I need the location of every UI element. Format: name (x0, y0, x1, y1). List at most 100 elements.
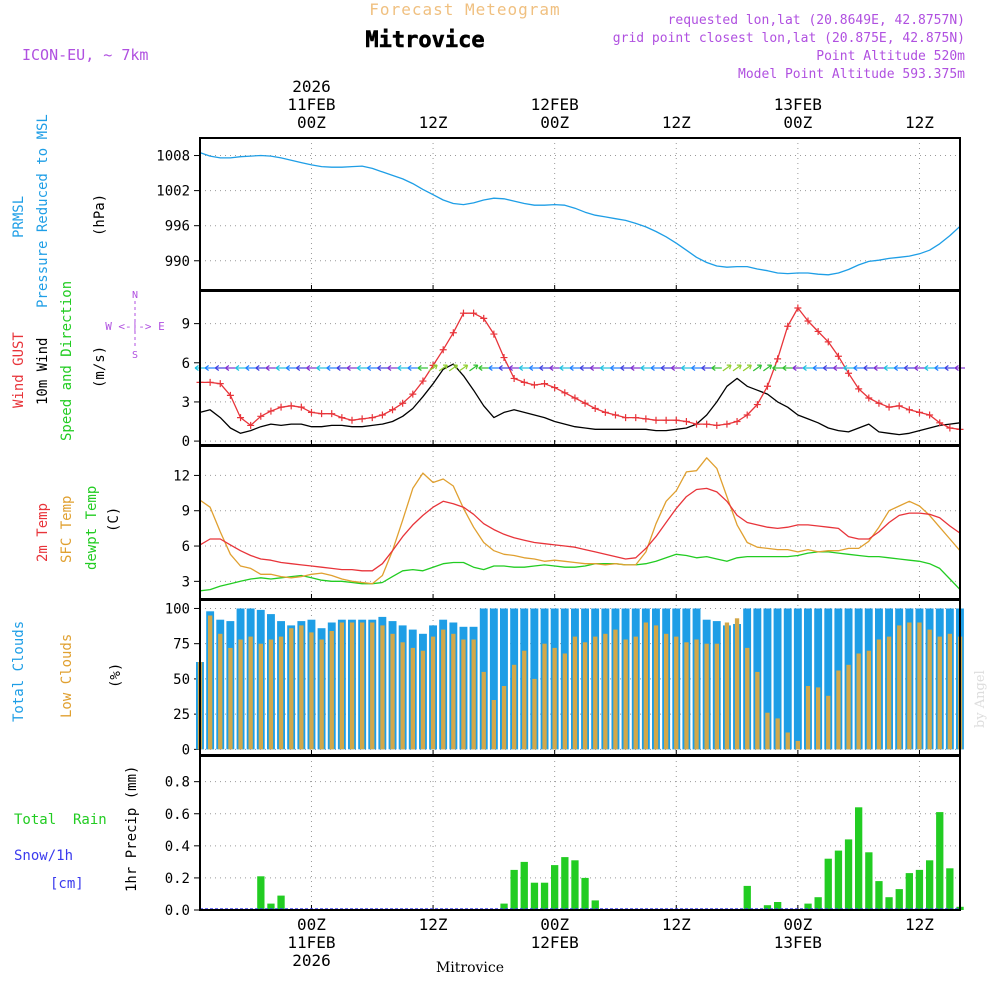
footer-station: Mitrovice (436, 960, 504, 976)
wind-direction-arrow (742, 364, 752, 372)
wind-arrow-head (863, 365, 868, 371)
wind-direction-arrow (529, 365, 540, 371)
gust-marker (287, 402, 295, 410)
bottom-time-label: 12Z (905, 915, 934, 934)
wind-arrow-shaft (742, 364, 752, 372)
low-cloud-bar (846, 664, 851, 750)
wind-direction-arrow (306, 365, 317, 371)
low-cloud-bar (349, 622, 355, 750)
gust-marker (277, 403, 285, 411)
gust-marker (358, 415, 366, 423)
wind-arrow-head (610, 365, 615, 371)
clouds-ytick-label: 75 (173, 637, 190, 653)
gust-marker (682, 418, 690, 426)
gust-marker (946, 424, 954, 432)
wind-unit: (m/s) (92, 346, 108, 388)
low-cloud-bar (228, 647, 233, 750)
wind-arrow-head (346, 365, 351, 371)
rain-bar (804, 903, 812, 910)
gust-line (200, 307, 961, 430)
rain-bar (905, 873, 913, 910)
wind-direction-arrow (640, 365, 651, 371)
wind-arrow-head (377, 365, 382, 371)
wind-arrow-head (746, 364, 752, 370)
wind-direction-arrow (214, 365, 226, 371)
gust-marker (307, 408, 315, 416)
wind-direction-arrow (549, 365, 560, 371)
wind-arrow-head (802, 365, 807, 371)
low-cloud-bar (289, 628, 294, 750)
rain-bar (581, 877, 589, 910)
low-cloud-bar (329, 631, 334, 750)
page-title: Mitrovice (365, 28, 484, 53)
wind-direction-arrow (893, 365, 905, 371)
wind-arrow-shaft (469, 364, 479, 372)
rain-bar (844, 839, 853, 910)
gust-marker (936, 419, 944, 427)
wind-ytick-label: 0 (182, 434, 190, 450)
wind-direction-arrow (275, 365, 287, 371)
wind-direction-arrow (326, 365, 337, 371)
wind-arrow-head (893, 365, 899, 371)
gust-marker (905, 406, 913, 414)
wind-arrow-head (757, 364, 762, 370)
wind-arrow-head (194, 365, 199, 371)
low-cloud-bar (430, 636, 436, 750)
wind-arrow-head (265, 365, 270, 371)
gust-marker (389, 406, 397, 414)
temp-ytick-label: 9 (182, 504, 190, 520)
gust-marker (328, 410, 336, 418)
gust-marker (459, 309, 467, 317)
wind-arrow-head (214, 365, 220, 371)
wind-arrow-head (843, 365, 848, 371)
sfc-label: SFC Temp (59, 496, 75, 563)
rain-label: Total Rain (14, 812, 107, 828)
low-cloud-bar (643, 622, 648, 750)
low-cloud-bar (339, 622, 344, 750)
total-cloud-bar (814, 608, 823, 750)
wind-direction-arrow (883, 365, 895, 371)
wind-arrow-head (356, 365, 361, 371)
wind-direction-arrow (366, 365, 378, 371)
top-time-label: 12Z (662, 113, 691, 132)
gust-marker (622, 414, 630, 422)
gust-marker (652, 416, 660, 424)
wind-arrow-head (518, 365, 524, 371)
gust-marker (449, 329, 457, 337)
low-cloud-bar (380, 625, 385, 750)
wind-arrow-head (442, 364, 448, 370)
rain-bar (277, 895, 285, 910)
wind-arrow-head (508, 365, 513, 371)
temp-unit: (C) (106, 507, 122, 532)
gust-marker (520, 378, 528, 386)
gust-marker (378, 411, 386, 419)
plot-layer: 990 996 1002 1008 0 3 6 9 3 6 9 12 0 25 50 75 100 0.0 0.2 0… (156, 77, 965, 970)
wind-direction-arrow (377, 365, 388, 371)
rain-bar (591, 900, 599, 910)
wind-direction-arrow (417, 365, 428, 371)
wind-direction-arrow (792, 365, 803, 371)
wind-arrow-head (630, 365, 635, 371)
low-cloud-bar (299, 625, 304, 750)
low-cloud-bar (664, 633, 669, 750)
bottom-time-label: 12Z (419, 915, 448, 934)
gust-marker (895, 402, 903, 410)
wind-arrow-head (453, 364, 458, 370)
wind-arrow-head (736, 364, 742, 370)
wind-arrow-shaft (732, 364, 742, 372)
bottom-time-label: 2026 (292, 951, 331, 970)
gust-marker (662, 416, 670, 424)
rain-bar (540, 882, 549, 910)
wind-direction-arrow (802, 365, 813, 371)
wind-direction-arrow (833, 365, 844, 371)
total-cloud-bar (500, 608, 508, 750)
gust-marker (490, 330, 498, 338)
wind-direction-arrow (772, 365, 783, 371)
wind-arrow-shaft (763, 364, 772, 372)
low-cloud-bar (633, 636, 638, 750)
low-cloud-bar (582, 642, 588, 750)
dewpoint-line (199, 551, 961, 592)
wind-direction-arrow (438, 364, 448, 372)
t2m-label: 2m Temp (35, 503, 51, 562)
wind-ytick-label: 3 (182, 395, 190, 411)
